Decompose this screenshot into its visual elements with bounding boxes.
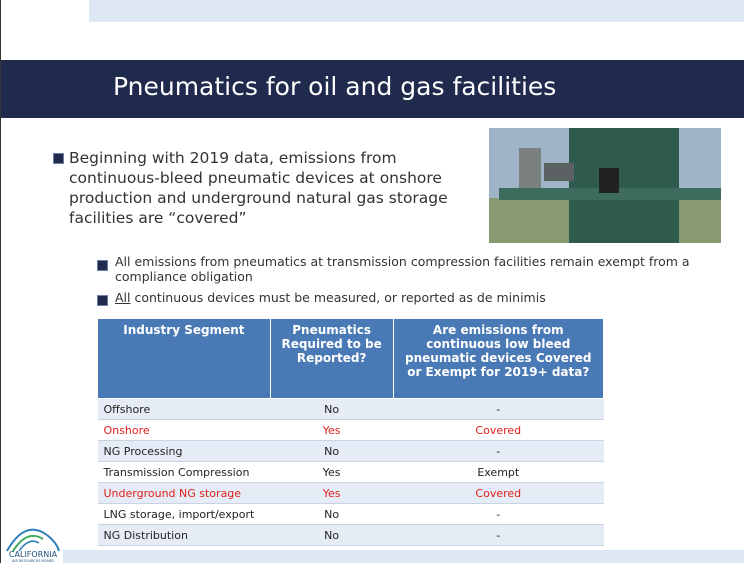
logo-name: CALIFORNIA bbox=[9, 550, 58, 559]
table-cell: Yes bbox=[270, 461, 394, 483]
table-cell: Exempt bbox=[393, 461, 604, 483]
logo-subtitle: AIR RESOURCES BOARD bbox=[12, 559, 54, 563]
photo bbox=[489, 128, 721, 243]
header-cell: Industry Segment bbox=[97, 318, 271, 399]
table-row: Transmission Compression Yes Exempt bbox=[97, 461, 604, 483]
table-cell: LNG storage, import/export bbox=[97, 503, 271, 525]
sub-bullet-marker bbox=[97, 295, 108, 306]
sub-bullet-text: All continuous devices must be measured,… bbox=[115, 290, 715, 305]
table-cell: - bbox=[393, 440, 604, 462]
bullet-text: Beginning with 2019 data, emissions from… bbox=[69, 149, 448, 227]
table-cell: Transmission Compression bbox=[97, 461, 271, 483]
table-cell: - bbox=[393, 398, 604, 420]
table-cell: No bbox=[270, 440, 394, 462]
top-bar bbox=[89, 0, 744, 22]
table-row: NG Distribution No - bbox=[97, 524, 604, 546]
table-cell: No bbox=[270, 524, 394, 546]
slide-title: Pneumatics for oil and gas facilities bbox=[113, 72, 557, 101]
table-body: Offshore No - Onshore Yes Covered NG Processin… bbox=[97, 398, 604, 546]
table-row: Offshore No - bbox=[97, 398, 604, 420]
table-cell: NG Distribution bbox=[97, 524, 271, 546]
table-row: Onshore Yes Covered bbox=[97, 419, 604, 441]
table-row: NG Processing No - bbox=[97, 440, 604, 462]
sub-bullet-rest: continuous devices must be measured, or … bbox=[134, 290, 546, 305]
bullet-marker bbox=[53, 153, 64, 164]
table-cell: No bbox=[270, 503, 394, 525]
sub-bullet-text: All emissions from pneumatics at transmi… bbox=[115, 254, 690, 284]
table-cell: - bbox=[393, 503, 604, 525]
bottom-bar bbox=[63, 550, 744, 563]
table-cell: Covered bbox=[393, 482, 604, 504]
table-row: LNG storage, import/export No - bbox=[97, 503, 604, 525]
table-cell: Yes bbox=[270, 419, 394, 441]
header-cell: Pneumatics Required to be Reported? bbox=[269, 318, 394, 399]
segment-table: Industry Segment Pneumatics Required to b… bbox=[97, 318, 605, 546]
table-cell: Covered bbox=[393, 419, 604, 441]
table-cell: Underground NG storage bbox=[97, 482, 271, 504]
logo: CALIFORNIA AIR RESOURCES BOARD bbox=[6, 528, 60, 563]
title-band bbox=[1, 60, 744, 118]
table-cell: Offshore bbox=[97, 398, 271, 420]
sub-bullet-marker bbox=[97, 260, 108, 271]
table-row: Underground NG storage Yes Covered bbox=[97, 482, 604, 504]
table-cell: No bbox=[270, 398, 394, 420]
table-cell: - bbox=[393, 524, 604, 546]
header-cell: Are emissions from continuous low bleed … bbox=[392, 318, 605, 399]
underlined-word: All bbox=[115, 290, 131, 305]
header-row: Industry Segment Pneumatics Required to b… bbox=[97, 318, 605, 399]
table-cell: NG Processing bbox=[97, 440, 271, 462]
table-cell: Onshore bbox=[97, 419, 271, 441]
table-cell: Yes bbox=[270, 482, 394, 504]
